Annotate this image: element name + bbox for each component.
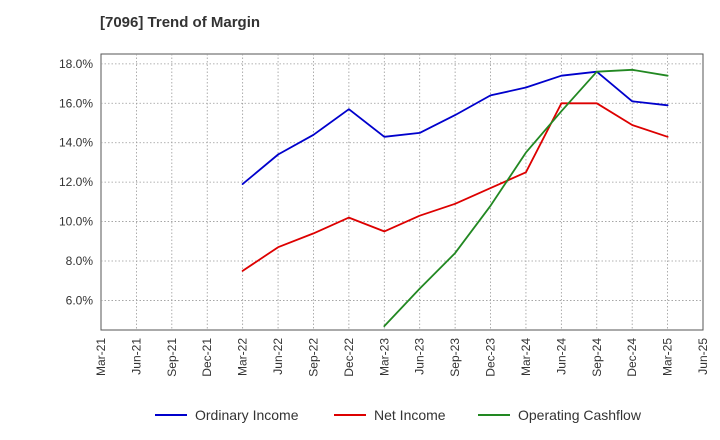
x-axis: Mar-21 Jun-21 Sep-21 Dec-21 Mar-22 Jun-22 Sep-… [94, 338, 710, 377]
series-line-operating-cashflow [383, 68, 669, 328]
series-line-net-income [241, 102, 669, 272]
legend-label-operating-cashflow: Operating Cashflow [518, 407, 642, 423]
x-tick-label: Dec-24 [625, 338, 639, 377]
x-tick-label: Jun-22 [271, 338, 285, 375]
y-tick-label: 8.0% [66, 254, 94, 268]
y-tick-label: 16.0% [59, 96, 93, 110]
legend-label-net-income: Net Income [374, 407, 446, 423]
x-tick-label: Sep-21 [165, 338, 179, 377]
grid [101, 54, 703, 330]
y-tick-label: 10.0% [59, 215, 93, 229]
x-tick-label: Mar-21 [94, 338, 108, 376]
x-tick-label: Mar-25 [661, 338, 675, 376]
x-tick-label: Sep-23 [448, 338, 462, 377]
x-tick-label: Sep-22 [306, 338, 320, 377]
x-tick-label: Dec-21 [200, 338, 214, 377]
y-tick-label: 18.0% [59, 57, 93, 71]
x-tick-label: Jun-21 [129, 338, 143, 375]
y-tick-label: 14.0% [59, 136, 93, 150]
x-tick-label: Jun-23 [413, 338, 427, 375]
x-tick-label: Mar-24 [519, 338, 533, 376]
x-tick-label: Jun-25 [696, 338, 710, 375]
plot-area [100, 53, 704, 331]
x-tick-label: Dec-23 [484, 338, 498, 377]
y-tick-label: 12.0% [59, 175, 93, 189]
series-group [241, 68, 669, 328]
y-tick-label: 6.0% [66, 293, 94, 307]
chart-title: [7096] Trend of Margin [100, 14, 261, 31]
legend: Ordinary Income Net Income Operating Cashf… [155, 407, 642, 423]
x-tick-label: Jun-24 [554, 338, 568, 375]
x-tick-label: Dec-22 [342, 338, 356, 377]
x-tick-label: Mar-23 [377, 338, 391, 376]
y-axis: 6.0% 8.0% 10.0% 12.0% 14.0% 16.0% 18.0% [59, 57, 93, 308]
x-tick-label: Mar-22 [236, 338, 250, 376]
x-tick-label: Sep-24 [590, 338, 604, 377]
legend-label-ordinary-income: Ordinary Income [195, 407, 299, 423]
